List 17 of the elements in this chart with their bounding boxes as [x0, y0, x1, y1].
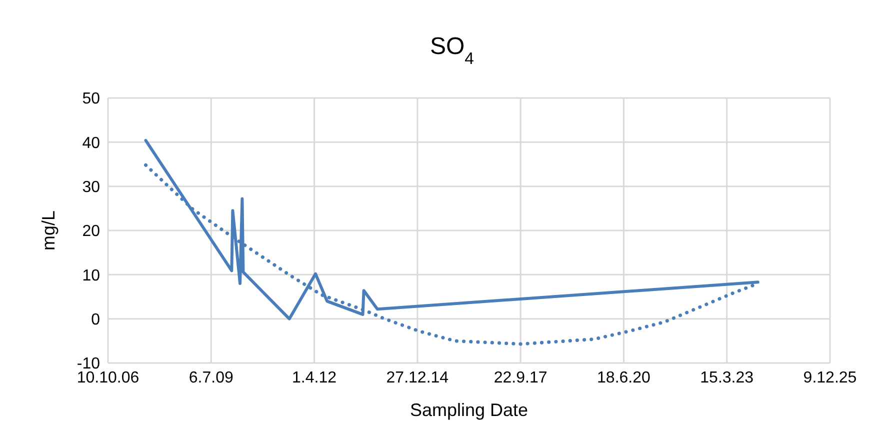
x-tick-label: 1.4.12 — [292, 369, 337, 386]
x-tick-label: 18.6.20 — [597, 369, 651, 386]
x-tick-label: 10.10.06 — [76, 369, 140, 386]
x-tick-label: 9.12.25 — [803, 369, 857, 386]
y-tick-label: 20 — [82, 223, 100, 240]
chart-title: SO$_{4}$ — [430, 33, 474, 68]
x-tick-label: 15.3.23 — [700, 369, 754, 386]
y-tick-label: 10 — [82, 267, 100, 284]
x-tick-label: 22.9.17 — [494, 369, 548, 386]
y-tick-label: 50 — [82, 90, 100, 108]
x-axis-title: Sampling Date — [410, 400, 528, 420]
y-tick-label: 0 — [91, 312, 100, 329]
x-tick-label: 6.7.09 — [188, 369, 234, 386]
y-tick-label: 30 — [82, 179, 100, 196]
y-axis-title: mg/L — [38, 210, 58, 251]
y-tick-label: 40 — [82, 134, 100, 152]
x-tick-label: 27.12.14 — [386, 369, 449, 386]
